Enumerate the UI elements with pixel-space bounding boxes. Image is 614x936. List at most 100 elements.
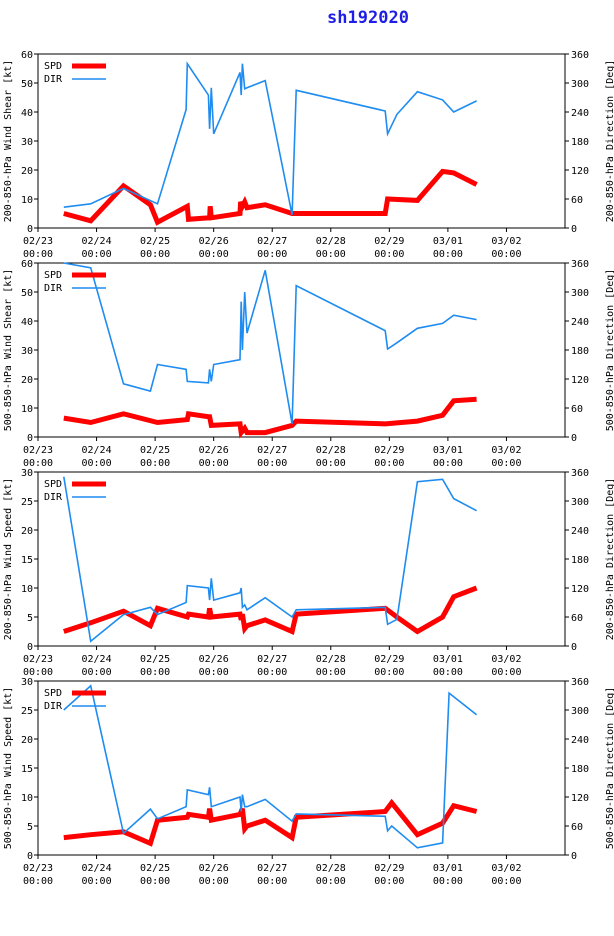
y-right-tick-label: 240	[571, 735, 589, 746]
x-tick-time-label: 00:00	[140, 249, 170, 260]
y-left-axis-title: 200-850-hPa Wind Speed [kt]	[3, 478, 14, 641]
y-left-tick-label: 30	[21, 677, 33, 688]
x-tick-date-label: 02/24	[82, 654, 112, 665]
x-tick-date-label: 03/01	[433, 236, 463, 247]
x-tick-time-label: 00:00	[82, 458, 112, 469]
x-tick-date-label: 02/29	[374, 863, 404, 874]
x-tick-time-label: 00:00	[374, 458, 404, 469]
x-tick-time-label: 00:00	[491, 876, 521, 887]
y-left-axis-title: 500-850-hPa Wind Speed [kt]	[3, 687, 14, 850]
x-tick-date-label: 02/26	[199, 863, 229, 874]
y-right-tick-label: 120	[571, 793, 589, 804]
y-right-tick-label: 180	[571, 555, 589, 566]
x-tick-date-label: 02/23	[23, 445, 53, 456]
y-right-tick-label: 180	[571, 346, 589, 357]
y-left-tick-label: 10	[21, 793, 33, 804]
x-tick-time-label: 00:00	[82, 876, 112, 887]
y-right-tick-label: 0	[571, 642, 577, 653]
dir-series-line	[63, 61, 477, 216]
x-tick-time-label: 00:00	[23, 876, 53, 887]
chart-panel-2	[34, 262, 569, 441]
y-right-tick-label: 0	[571, 851, 577, 862]
x-tick-date-label: 02/25	[140, 445, 170, 456]
legend-dir-label: DIR	[44, 701, 63, 712]
x-tick-date-label: 02/23	[23, 654, 53, 665]
y-right-tick-label: 360	[571, 677, 589, 688]
x-tick-date-label: 03/02	[491, 863, 521, 874]
y-left-tick-label: 60	[21, 259, 33, 270]
x-tick-time-label: 00:00	[82, 249, 112, 260]
y-right-tick-label: 120	[571, 375, 589, 386]
x-tick-date-label: 02/28	[316, 445, 346, 456]
y-left-tick-label: 50	[21, 288, 33, 299]
spd-series-line	[63, 168, 478, 226]
x-tick-date-label: 02/24	[82, 863, 112, 874]
y-right-tick-label: 180	[571, 137, 589, 148]
legend-dir-label: DIR	[44, 74, 63, 85]
y-left-tick-label: 20	[21, 166, 33, 177]
y-right-tick-label: 240	[571, 526, 589, 537]
x-tick-date-label: 02/23	[23, 236, 53, 247]
y-right-axis-title: 500-850-hPa Direction [Deg]	[605, 687, 614, 850]
y-left-tick-label: 60	[21, 50, 33, 61]
x-tick-date-label: 03/01	[433, 863, 463, 874]
chart-panel-4	[34, 680, 569, 859]
legend-spd-label: SPD	[44, 270, 62, 281]
y-left-tick-label: 15	[21, 764, 33, 775]
x-tick-time-label: 00:00	[82, 667, 112, 678]
spd-series-line	[63, 396, 477, 439]
x-tick-date-label: 02/29	[374, 445, 404, 456]
x-tick-time-label: 00:00	[491, 667, 521, 678]
x-tick-time-label: 00:00	[257, 667, 287, 678]
y-left-tick-label: 25	[21, 497, 33, 508]
x-tick-time-label: 00:00	[433, 249, 463, 260]
dir-series-line	[63, 684, 478, 849]
x-tick-time-label: 00:00	[140, 458, 170, 469]
x-tick-time-label: 00:00	[257, 458, 287, 469]
y-left-tick-label: 0	[27, 642, 33, 653]
y-left-tick-label: 20	[21, 526, 33, 537]
x-tick-time-label: 00:00	[199, 876, 229, 887]
chart-panel-3	[34, 471, 569, 650]
main-title: sh192020	[327, 8, 409, 28]
y-right-axis-title: 200-850-hPa Direction [Deg]	[605, 478, 614, 641]
x-tick-time-label: 00:00	[257, 249, 287, 260]
y-left-tick-label: 30	[21, 137, 33, 148]
y-right-tick-label: 0	[571, 224, 577, 235]
y-right-tick-label: 60	[571, 822, 583, 833]
y-left-tick-label: 0	[27, 851, 33, 862]
spd-series-line	[63, 585, 478, 635]
y-right-tick-label: 0	[571, 433, 577, 444]
x-tick-time-label: 00:00	[140, 876, 170, 887]
x-tick-date-label: 02/26	[199, 654, 229, 665]
x-tick-time-label: 00:00	[316, 876, 346, 887]
x-tick-time-label: 00:00	[23, 249, 53, 260]
y-left-tick-label: 0	[27, 433, 33, 444]
y-right-tick-label: 60	[571, 613, 583, 624]
y-left-tick-label: 40	[21, 317, 33, 328]
x-tick-date-label: 02/26	[199, 236, 229, 247]
x-tick-time-label: 00:00	[23, 667, 53, 678]
x-tick-time-label: 00:00	[491, 249, 521, 260]
y-left-tick-label: 5	[27, 822, 33, 833]
y-right-tick-label: 180	[571, 764, 589, 775]
y-right-tick-label: 360	[571, 468, 589, 479]
y-right-tick-label: 300	[571, 706, 589, 717]
y-right-tick-label: 300	[571, 79, 589, 90]
y-right-tick-label: 360	[571, 259, 589, 270]
x-tick-time-label: 00:00	[433, 458, 463, 469]
plot-frame	[37, 680, 566, 856]
dir-series-line	[63, 476, 477, 643]
x-tick-time-label: 00:00	[433, 876, 463, 887]
y-left-tick-label: 40	[21, 108, 33, 119]
y-left-tick-label: 10	[21, 584, 33, 595]
x-tick-time-label: 00:00	[316, 249, 346, 260]
x-tick-time-label: 00:00	[491, 458, 521, 469]
x-tick-date-label: 02/27	[257, 236, 287, 247]
x-tick-date-label: 03/02	[491, 445, 521, 456]
y-left-tick-label: 20	[21, 735, 33, 746]
y-left-tick-label: 30	[21, 468, 33, 479]
y-right-tick-label: 300	[571, 497, 589, 508]
x-tick-date-label: 02/24	[82, 236, 112, 247]
